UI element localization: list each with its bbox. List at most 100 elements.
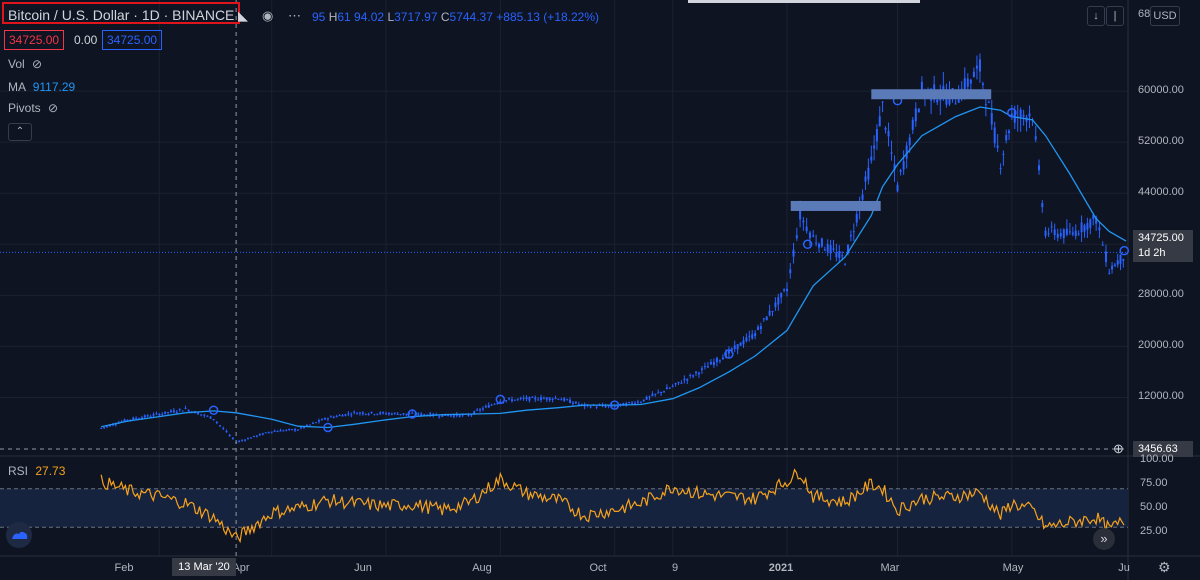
candle-body (525, 397, 528, 400)
candle-body (1095, 216, 1098, 224)
rsi-legend[interactable]: RSI 27.73 (8, 464, 65, 478)
candle-body (332, 416, 335, 418)
candle-body (241, 440, 244, 442)
time-axis-tick: Ju (1118, 562, 1130, 574)
pivots-legend[interactable]: Pivots ⊘ (8, 101, 58, 115)
candle-body (323, 417, 326, 420)
candle-body (279, 430, 282, 432)
candle-body (311, 422, 314, 424)
candle-body (209, 416, 212, 419)
scroll-to-realtime-button[interactable]: » (1093, 528, 1115, 550)
candle-body (724, 352, 727, 358)
brand-logo-icon[interactable] (6, 522, 32, 548)
candle-body (739, 342, 742, 346)
ma-legend[interactable]: MA 9117.29 (8, 80, 75, 94)
candle-body (829, 245, 832, 254)
buy-price-button[interactable]: 34725.00 (102, 30, 162, 50)
pivot-marker (323, 422, 333, 433)
candle-body (197, 412, 200, 415)
candle-body (531, 396, 534, 398)
candle-body (893, 164, 896, 171)
candle-body (1010, 113, 1013, 117)
candle-body (628, 401, 631, 403)
candle-body (939, 98, 942, 101)
pivot-marker (495, 394, 506, 405)
candle-body (508, 398, 511, 400)
candle-body (639, 402, 642, 404)
eye-hidden-icon[interactable]: ⊘ (32, 57, 43, 71)
candle-body (108, 424, 111, 427)
candle-body (1005, 135, 1008, 141)
candle-body (513, 399, 516, 401)
candle-body (215, 422, 218, 424)
candle-body (902, 161, 905, 170)
candle-body (762, 318, 765, 320)
candle-body (1104, 251, 1107, 263)
candle-body (203, 414, 206, 416)
candle-body (276, 431, 279, 433)
candle-body (861, 194, 864, 200)
rsi-band (0, 488, 1128, 528)
currency-button[interactable]: USD (1150, 6, 1180, 26)
candle-body (689, 375, 692, 377)
price-axis-tick: 44000.00 (1138, 186, 1184, 199)
candle-body (841, 255, 844, 257)
candle-body (399, 414, 402, 416)
candle-body (1071, 232, 1074, 235)
candle-body (759, 326, 762, 330)
candle-body (126, 419, 129, 421)
candle-body (175, 411, 178, 413)
candle-body (528, 396, 531, 401)
pivot-levels (208, 89, 1130, 433)
candle-body (920, 81, 923, 91)
pivots-label: Pivots (8, 101, 41, 115)
candle-body (1047, 233, 1050, 235)
candle-body (373, 414, 376, 416)
candle-body (951, 88, 954, 91)
candle-body (896, 184, 899, 192)
vol-legend[interactable]: Vol ⊘ (8, 57, 42, 71)
flag-icon[interactable]: ◣ (238, 8, 248, 23)
candle-body (146, 415, 149, 417)
candle-body (884, 127, 887, 130)
add-plus-icon[interactable]: ⊕ (1113, 441, 1124, 456)
more-icon[interactable]: ⋯ (288, 8, 301, 23)
scale-toggle-button[interactable]: | (1106, 6, 1124, 26)
candle-body (423, 414, 426, 416)
sell-price-button[interactable]: 34725.00 (4, 30, 64, 50)
ohlc-high-key: H (328, 10, 338, 24)
candle-body (692, 375, 695, 377)
candle-body (246, 438, 249, 440)
ohlc-high: 61 94.02 (337, 10, 385, 24)
candle-body (1122, 259, 1125, 261)
candle-body (187, 410, 190, 412)
candle-body (799, 210, 802, 220)
candle-body (881, 101, 884, 103)
candle-body (350, 414, 353, 416)
eye-hidden-icon[interactable]: ⊘ (48, 101, 59, 115)
candle-body (651, 394, 654, 397)
candle-body (149, 416, 152, 418)
candle-body (244, 439, 247, 441)
eye-icon[interactable]: ◉ (262, 8, 274, 23)
candle-body (1086, 222, 1089, 230)
candle-body (505, 400, 508, 402)
candle-body (595, 406, 598, 408)
candle-body (219, 425, 222, 427)
candle-body (382, 412, 385, 414)
resistance-zone (790, 200, 881, 211)
candle-body (963, 78, 966, 93)
candle-body (294, 429, 297, 431)
gear-icon[interactable]: ⚙ (1158, 559, 1171, 575)
arrow-down-icon[interactable]: ↓ (1087, 6, 1105, 26)
rsi-axis-tick: 75.00 (1140, 477, 1168, 489)
candle-body (914, 108, 917, 122)
candle-body (972, 71, 975, 78)
candle-body (870, 156, 873, 161)
candle-body (700, 368, 703, 371)
symbol-title[interactable]: Bitcoin / U.S. Dollar · 1D · BINANCE (2, 2, 241, 24)
candle-body (458, 414, 461, 417)
collapse-legend-button[interactable]: ⌃ (8, 123, 32, 141)
